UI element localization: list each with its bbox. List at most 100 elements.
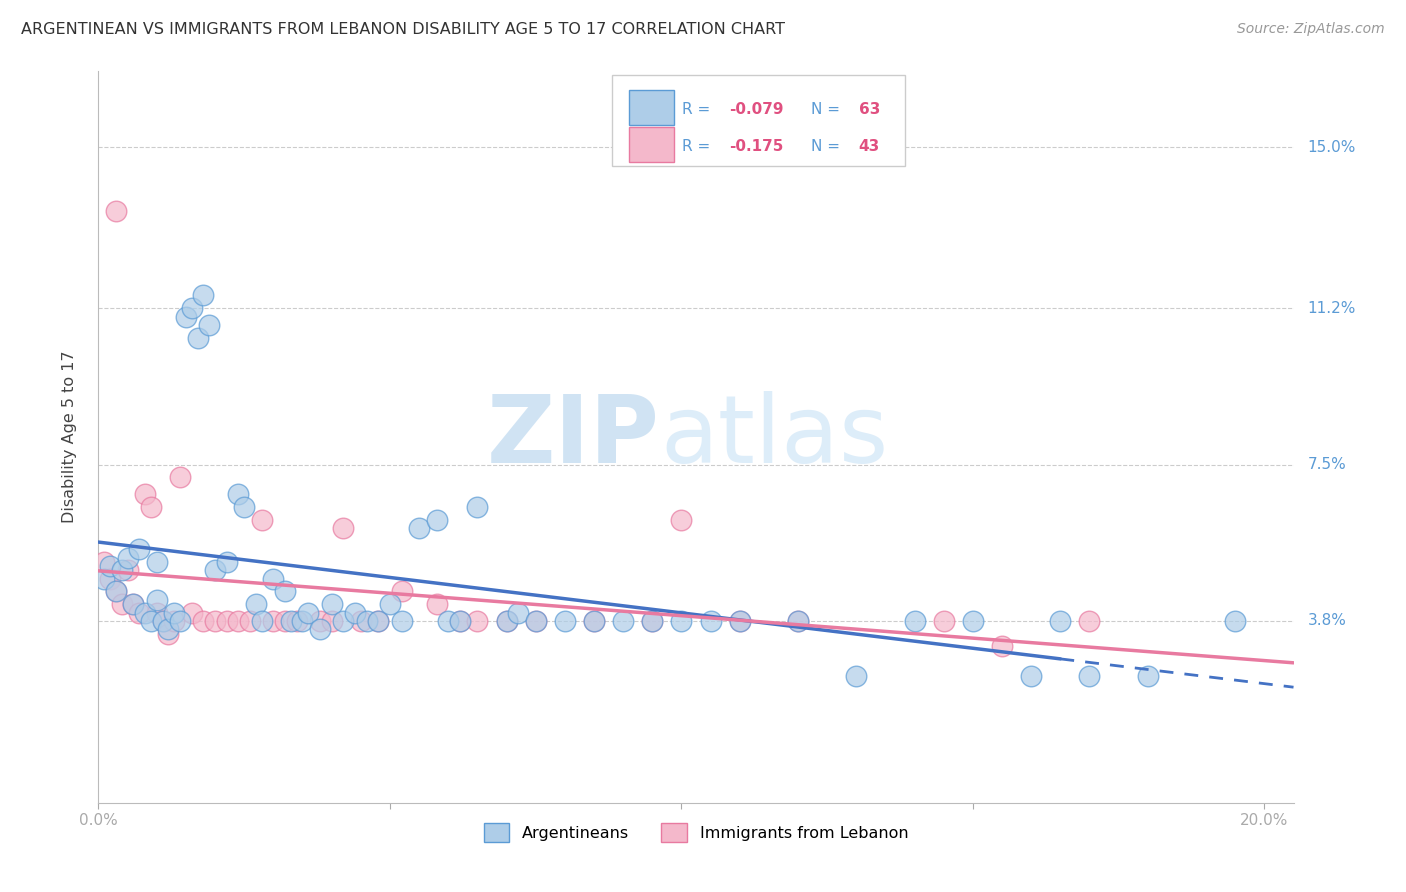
Point xyxy=(437,614,460,628)
Point xyxy=(903,614,925,628)
Point xyxy=(495,614,517,628)
Point xyxy=(104,584,127,599)
Text: 15.0%: 15.0% xyxy=(1308,140,1355,155)
Point xyxy=(111,597,134,611)
Point xyxy=(425,512,447,526)
Point xyxy=(117,563,139,577)
Text: ARGENTINEAN VS IMMIGRANTS FROM LEBANON DISABILITY AGE 5 TO 17 CORRELATION CHART: ARGENTINEAN VS IMMIGRANTS FROM LEBANON D… xyxy=(21,22,785,37)
Point xyxy=(449,614,471,628)
Point xyxy=(98,559,121,574)
Point xyxy=(104,584,127,599)
Point xyxy=(274,584,297,599)
Point xyxy=(787,614,810,628)
Text: N =: N = xyxy=(811,139,845,154)
Point xyxy=(274,614,297,628)
Point xyxy=(239,614,262,628)
Point xyxy=(962,614,984,628)
Point xyxy=(495,614,517,628)
Point xyxy=(291,614,314,628)
Point xyxy=(378,597,401,611)
Text: N =: N = xyxy=(811,102,845,117)
Point xyxy=(356,614,378,628)
Point xyxy=(104,203,127,218)
Point xyxy=(193,614,215,628)
Point xyxy=(139,500,162,514)
Text: 11.2%: 11.2% xyxy=(1308,301,1355,316)
Point xyxy=(163,606,186,620)
Point xyxy=(321,614,343,628)
Text: 3.8%: 3.8% xyxy=(1308,614,1347,629)
Point xyxy=(467,614,489,628)
Point xyxy=(122,597,145,611)
Point xyxy=(93,555,115,569)
Point xyxy=(641,614,664,628)
Point xyxy=(111,563,134,577)
Point xyxy=(391,584,413,599)
Point xyxy=(117,550,139,565)
Point xyxy=(134,487,156,501)
Point xyxy=(250,614,273,628)
Text: 7.5%: 7.5% xyxy=(1308,457,1346,472)
Text: atlas: atlas xyxy=(661,391,889,483)
Point xyxy=(128,542,150,557)
Text: ZIP: ZIP xyxy=(488,391,661,483)
Point xyxy=(367,614,389,628)
Point xyxy=(169,614,191,628)
Point xyxy=(98,572,121,586)
Point xyxy=(233,500,256,514)
Point xyxy=(280,614,302,628)
Point xyxy=(204,563,226,577)
Point xyxy=(93,572,115,586)
Point xyxy=(309,623,332,637)
Point xyxy=(163,614,186,628)
Point xyxy=(174,310,197,324)
Point xyxy=(198,318,221,332)
Point xyxy=(728,614,751,628)
Point xyxy=(215,614,238,628)
Point xyxy=(215,555,238,569)
FancyBboxPatch shape xyxy=(628,127,675,162)
Point xyxy=(408,521,430,535)
Point xyxy=(152,614,174,628)
Legend: Argentineans, Immigrants from Lebanon: Argentineans, Immigrants from Lebanon xyxy=(475,815,917,850)
Point xyxy=(145,606,167,620)
Text: 43: 43 xyxy=(859,139,880,154)
Point xyxy=(1078,614,1101,628)
Point xyxy=(582,614,605,628)
Point xyxy=(262,614,284,628)
Point xyxy=(250,512,273,526)
Point xyxy=(309,614,332,628)
Point xyxy=(1019,669,1042,683)
Point xyxy=(180,301,202,315)
Point xyxy=(186,331,208,345)
Point xyxy=(641,614,664,628)
Point xyxy=(122,597,145,611)
FancyBboxPatch shape xyxy=(613,75,905,167)
Point xyxy=(524,614,547,628)
Point xyxy=(467,500,489,514)
Point xyxy=(343,606,366,620)
Point xyxy=(1225,614,1247,628)
Text: R =: R = xyxy=(682,102,714,117)
Point xyxy=(449,614,471,628)
Text: 63: 63 xyxy=(859,102,880,117)
Point xyxy=(671,512,693,526)
Point xyxy=(134,606,156,620)
Point xyxy=(1078,669,1101,683)
Y-axis label: Disability Age 5 to 17: Disability Age 5 to 17 xyxy=(62,351,77,524)
Point xyxy=(169,470,191,484)
Point xyxy=(932,614,955,628)
Point xyxy=(612,614,634,628)
Point xyxy=(145,555,167,569)
Point xyxy=(1136,669,1159,683)
Point xyxy=(728,614,751,628)
Point xyxy=(245,597,267,611)
Point xyxy=(321,597,343,611)
Text: R =: R = xyxy=(682,139,714,154)
FancyBboxPatch shape xyxy=(628,90,675,125)
Point xyxy=(332,614,354,628)
Point xyxy=(152,614,174,628)
Text: -0.079: -0.079 xyxy=(730,102,785,117)
Point xyxy=(787,614,810,628)
Point xyxy=(845,669,868,683)
